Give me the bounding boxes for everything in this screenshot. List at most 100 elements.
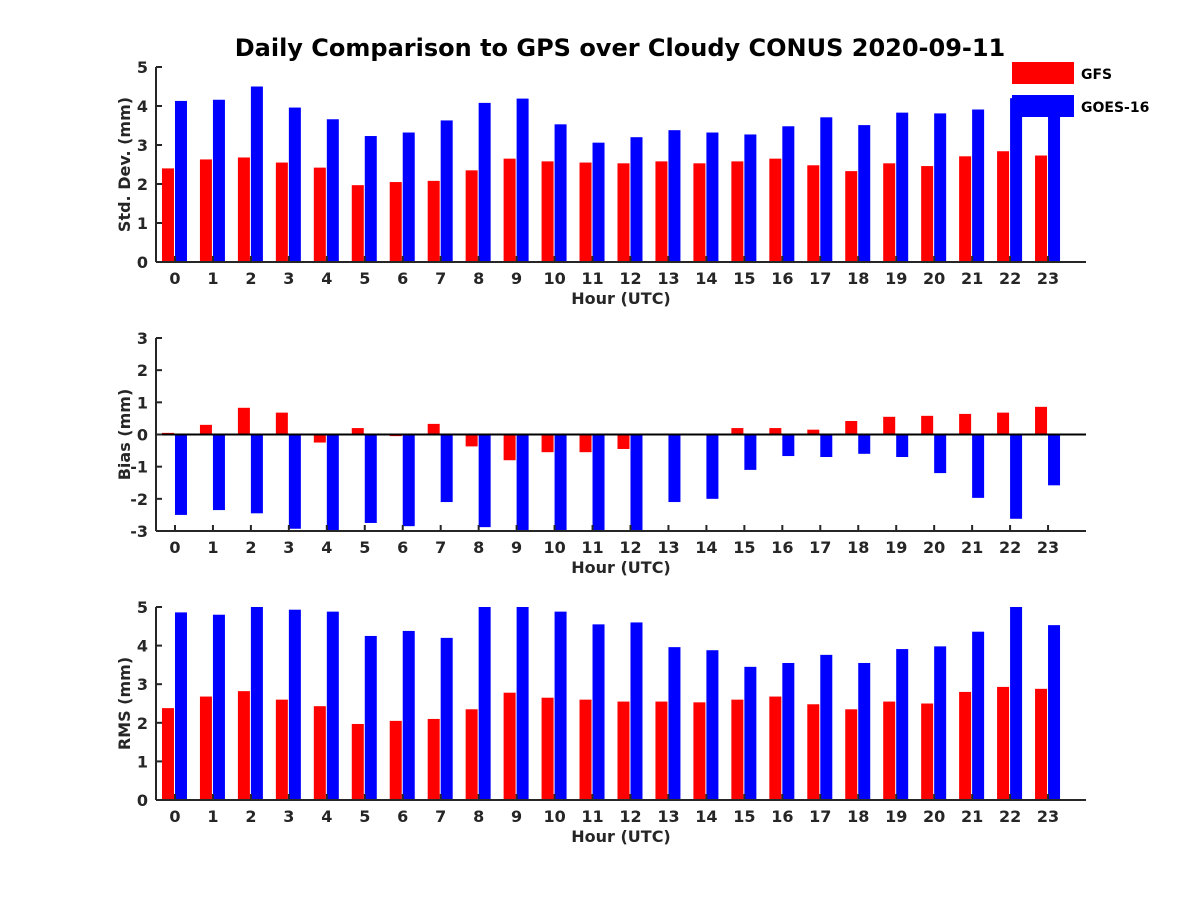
bar-gfs-hour-21 [959,413,972,435]
x-tick-label: 0 [169,538,180,557]
x-tick-label: 19 [885,538,907,557]
bar-gfs-hour-20 [921,166,934,262]
bar-gfs-hour-16 [769,158,782,262]
x-tick-label: 19 [885,269,907,288]
x-tick-label: 0 [169,807,180,826]
bar-goes-16-hour-23 [1048,102,1061,262]
bar-goes-16-hour-6 [402,132,415,262]
bar-goes-16-hour-10 [554,124,567,262]
x-tick-label: 16 [771,807,793,826]
x-tick-label: 3 [283,269,294,288]
bar-goes-16-hour-3 [288,434,301,529]
x-tick-label: 14 [695,269,717,288]
bar-goes-16-hour-5 [364,434,377,523]
bar-goes-16-hour-1 [212,434,225,511]
y-tick-label: 0 [137,426,148,445]
bar-goes-16-hour-16 [782,662,795,800]
bar-gfs-hour-2 [237,691,250,800]
y-tick-label: 5 [137,598,148,617]
bar-goes-16-hour-18 [858,125,871,262]
bar-goes-16-hour-9 [516,607,529,800]
x-tick-label: 7 [435,538,446,557]
x-tick-label: 14 [695,538,717,557]
x-tick-label: 2 [245,269,256,288]
bar-gfs-hour-12 [617,163,630,262]
legend-label-gfs: GFS [1081,67,1112,83]
x-tick-label: 8 [473,807,484,826]
bar-gfs-hour-1 [199,696,212,800]
bar-goes-16-hour-6 [402,434,415,527]
bar-goes-16-hour-10 [554,434,567,531]
bar-gfs-hour-17 [807,704,820,800]
x-tick-label: 12 [619,807,641,826]
bar-gfs-hour-3 [275,699,288,800]
y-tick-label: -2 [130,490,148,509]
bar-gfs-hour-1 [199,159,212,262]
x-tick-label: 8 [473,269,484,288]
x-tick-label: 4 [321,807,332,826]
legend-swatch-gfs [1012,62,1074,84]
x-tick-label: 20 [923,538,945,557]
bar-goes-16-hour-11 [592,624,605,800]
bar-goes-16-hour-21 [972,631,985,800]
bar-goes-16-hour-22 [1010,434,1023,519]
bar-goes-16-hour-18 [858,434,871,454]
bar-gfs-hour-15 [731,161,744,262]
bar-goes-16-hour-5 [364,635,377,800]
x-tick-label: 23 [1037,538,1059,557]
bar-gfs-hour-13 [655,701,668,800]
y-tick-label: 3 [137,136,148,155]
bar-goes-16-hour-5 [364,136,377,262]
x-tick-label: 1 [207,807,218,826]
y-axis-label: Bias (mm) [115,389,134,481]
bar-gfs-hour-20 [921,703,934,800]
bar-gfs-hour-5 [351,723,364,800]
x-tick-label: 19 [885,807,907,826]
bar-goes-16-hour-20 [934,434,947,474]
bar-gfs-hour-10 [541,434,554,453]
y-tick-label: -1 [130,458,148,477]
x-tick-label: 6 [397,807,408,826]
bar-gfs-hour-22 [997,151,1010,262]
x-tick-label: 10 [543,538,565,557]
bar-goes-16-hour-4 [326,611,339,800]
bar-goes-16-hour-13 [668,130,681,262]
bar-goes-16-hour-16 [782,434,795,457]
legend-label-goes-16: GOES-16 [1081,100,1149,116]
bar-goes-16-hour-1 [212,614,225,800]
y-tick-label: 3 [137,329,148,348]
bar-gfs-hour-0 [161,708,174,800]
bar-goes-16-hour-11 [592,142,605,262]
bar-goes-16-hour-2 [250,86,263,262]
bar-goes-16-hour-12 [630,434,643,531]
bar-goes-16-hour-19 [896,649,909,800]
x-tick-label: 4 [321,269,332,288]
x-tick-label: 4 [321,538,332,557]
x-tick-label: 7 [435,269,446,288]
x-tick-label: 2 [245,538,256,557]
bar-gfs-hour-1 [199,424,212,435]
bar-goes-16-hour-21 [972,434,985,498]
bar-gfs-hour-9 [503,692,516,800]
bar-gfs-hour-15 [731,428,744,435]
x-tick-label: 16 [771,538,793,557]
x-tick-label: 0 [169,269,180,288]
y-axis-label: Std. Dev. (mm) [115,97,134,232]
bar-gfs-hour-4 [313,167,326,262]
x-tick-label: 21 [961,807,983,826]
y-tick-label: 5 [137,58,148,77]
bar-goes-16-hour-0 [174,434,187,515]
bar-gfs-hour-18 [845,709,858,800]
bar-goes-16-hour-9 [516,98,529,262]
x-tick-label: 11 [581,538,603,557]
x-tick-label: 17 [809,269,831,288]
x-tick-label: 15 [733,538,755,557]
bar-gfs-hour-23 [1035,688,1048,800]
bar-gfs-hour-8 [465,709,478,800]
bar-gfs-hour-4 [313,706,326,800]
x-tick-label: 13 [657,807,679,826]
bar-gfs-hour-5 [351,185,364,262]
